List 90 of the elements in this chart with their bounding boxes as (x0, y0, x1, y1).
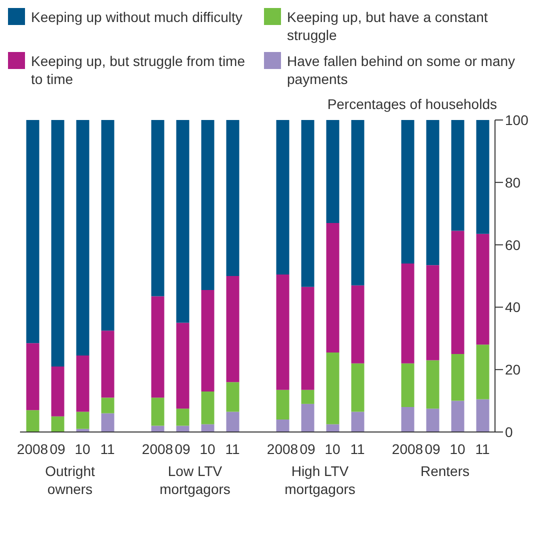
y-tick-label: 0 (505, 424, 513, 440)
bar (276, 390, 290, 420)
legend-label: Have fallen behind on some or many payments (287, 52, 516, 88)
x-tick-label: 11 (350, 441, 365, 457)
bar (401, 363, 414, 408)
bar (201, 120, 214, 290)
y-tick-label: 40 (505, 299, 521, 316)
bar (226, 412, 240, 432)
bar (351, 285, 364, 364)
bar (226, 276, 240, 382)
text: Renters (420, 463, 470, 479)
bar (76, 120, 90, 356)
bar (426, 408, 440, 432)
bar (276, 274, 290, 390)
x-tick-label: 09 (174, 441, 190, 457)
bar (276, 120, 290, 274)
bar (201, 290, 214, 392)
y-tick-label: 100 (505, 112, 529, 128)
bar (301, 404, 314, 432)
bar (351, 120, 364, 286)
bar (51, 120, 64, 366)
bar (476, 120, 490, 234)
legend-label: Keeping up, but struggle from time to time (31, 52, 246, 88)
bar (101, 413, 114, 432)
bar (476, 234, 490, 345)
bar (426, 360, 440, 409)
bar (401, 120, 414, 264)
bar (176, 408, 190, 426)
legend-label: Keeping up, but have a constant struggle (287, 8, 489, 44)
bar (201, 424, 214, 432)
bar (326, 222, 340, 352)
bar (101, 120, 114, 331)
x-tick-label: 2008 (16, 441, 48, 457)
y-axis-title: Percentages of households (326, 96, 498, 112)
bar (276, 420, 290, 432)
bar (151, 398, 164, 426)
bar (176, 120, 190, 323)
bar (476, 399, 490, 432)
bar (476, 344, 490, 400)
x-tick-label: 10 (324, 441, 340, 457)
bar (101, 398, 114, 414)
bar (426, 265, 440, 360)
bar (76, 412, 90, 429)
bar (451, 230, 464, 354)
y-tick-label: 80 (505, 174, 521, 190)
bar (101, 330, 114, 398)
x-tick-label: 10 (450, 441, 466, 457)
bar (151, 120, 164, 296)
bar (426, 120, 440, 266)
x-tick-label: 2008 (266, 441, 298, 457)
bar (301, 120, 314, 287)
bar (176, 322, 190, 409)
bar (26, 343, 40, 410)
bar (451, 354, 464, 401)
bar (401, 407, 414, 432)
bar (326, 424, 340, 432)
bar (76, 356, 90, 412)
bar (351, 363, 364, 412)
bar (51, 366, 64, 416)
x-tick-label: 2008 (142, 441, 174, 457)
x-tick-label: 09 (300, 441, 316, 457)
bar (151, 296, 164, 398)
text: High LTV mortgagors (284, 463, 356, 497)
x-tick-label: 09 (50, 441, 66, 457)
bar (326, 352, 340, 424)
x-tick-label: 10 (200, 441, 216, 457)
bar (451, 120, 464, 231)
x-tick-label: 09 (424, 441, 440, 457)
bar (226, 120, 240, 276)
legend-label: Keeping up without much difficulty (31, 8, 242, 26)
text: Outright owners (45, 463, 96, 497)
bar (401, 264, 414, 364)
x-tick-label: 10 (74, 441, 90, 457)
x-tick-label: 11 (225, 441, 240, 457)
bar (326, 120, 340, 223)
bar (26, 410, 40, 432)
bar (201, 391, 214, 424)
bar (51, 416, 64, 432)
bar (301, 286, 314, 390)
y-tick-label: 60 (505, 236, 521, 253)
text: Low LTV mortgagors (160, 463, 230, 497)
bar (26, 120, 40, 344)
y-tick-label: 20 (505, 362, 521, 378)
bar (451, 400, 464, 432)
x-tick-label: 11 (475, 441, 490, 457)
x-tick-label: 2008 (392, 441, 424, 457)
bar (301, 390, 314, 404)
bar (226, 382, 240, 412)
x-tick-label: 11 (100, 441, 115, 457)
bar (351, 412, 364, 432)
